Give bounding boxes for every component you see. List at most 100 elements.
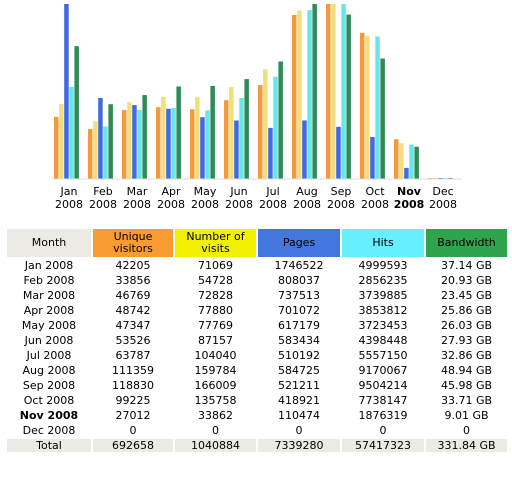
bar-bandwidth-nov <box>414 146 419 179</box>
bar-bandwidth-jul <box>278 61 283 179</box>
header-hits: Hits <box>342 229 424 257</box>
bar-hits-may <box>205 110 210 179</box>
cell-pages: 808037 <box>278 274 320 287</box>
cell-month: Jan 2008 <box>24 259 74 272</box>
bar-pages-apr <box>166 108 171 179</box>
x-tick-year-mar: 2008 <box>123 198 151 211</box>
cell-month: Dec 2008 <box>22 424 76 437</box>
cell-bandwidth: 45.98 GB <box>440 379 493 392</box>
cell-month: Nov 2008 <box>19 409 79 422</box>
x-tick-year-sep: 2008 <box>327 198 355 211</box>
cell-hits: 0 <box>379 424 387 437</box>
table-row: Mar 2008 46769 72828 737513 3739885 23.45 GB <box>7 289 507 302</box>
cell-pages: 521211 <box>278 379 320 392</box>
cell-month: Apr 2008 <box>23 304 75 317</box>
bar-bandwidth-jun <box>244 79 249 179</box>
cell-bandwidth: 20.93 GB <box>440 274 493 287</box>
header-unique-visitors: Unique visitors <box>93 229 173 257</box>
bar-pages-jul <box>268 127 273 179</box>
cell-pages: 617179 <box>278 319 320 332</box>
cell-unique: 27012 <box>115 409 151 422</box>
x-tick-month-nov: Nov <box>397 185 422 198</box>
table-row: Dec 2008 0 0 0 0 0 <box>7 424 507 437</box>
cell-visits: 159784 <box>194 364 237 377</box>
x-tick-month-may: May <box>194 185 217 198</box>
cell-month: Jun 2008 <box>24 334 74 347</box>
table-row: Sep 2008 118830 166009 521211 9504214 45.98 G… <box>7 379 507 392</box>
bar-pages-oct <box>370 137 375 179</box>
table-row: Feb 2008 33856 54728 808037 2856235 20.93 GB <box>7 274 507 287</box>
header-bandwidth: Bandwidth <box>426 229 507 257</box>
bar-unique-visitors-jun <box>224 100 229 179</box>
header-number-of-visits: Number of visits <box>175 229 256 257</box>
bar-bandwidth-aug <box>312 4 317 179</box>
cell-bandwidth: 32.86 GB <box>440 349 493 362</box>
cell-visits: 54728 <box>198 274 233 287</box>
bar-unique-visitors-jan <box>54 116 59 179</box>
cell-pages: 510192 <box>278 349 320 362</box>
header-pages: Pages <box>258 229 340 257</box>
cell-hits: 4999593 <box>358 259 408 272</box>
cell-bandwidth: 0 <box>463 424 470 437</box>
bar-bandwidth-feb <box>108 104 113 179</box>
cell-pages: 583434 <box>278 334 320 347</box>
cell-hits: 57417323 <box>342 439 424 452</box>
bar-hits-jul <box>273 76 278 179</box>
cell-bandwidth: 37.14 GB <box>440 259 493 272</box>
x-tick-month-jun: Jun <box>229 185 247 198</box>
cell-visits: 77880 <box>198 304 233 317</box>
bar-unique-visitors-oct <box>360 32 365 180</box>
table-row: Aug 2008 111359 159784 584725 9170067 48.94 G… <box>7 364 507 377</box>
cell-pages: 737513 <box>278 289 320 302</box>
bar-unique-visitors-mar <box>122 110 127 179</box>
x-tick-month-jul: Jul <box>265 185 279 198</box>
cell-visits: 87157 <box>198 334 233 347</box>
bar-bandwidth-jan <box>74 46 79 180</box>
cell-visits: 1040884 <box>175 439 256 452</box>
cell-visits: 33862 <box>198 409 233 422</box>
x-tick-month-mar: Mar <box>127 185 148 198</box>
bar-pages-jun <box>234 120 239 179</box>
x-tick-month-aug: Aug <box>296 185 317 198</box>
cell-visits: 77769 <box>198 319 233 332</box>
cell-bandwidth: 331.84 GB <box>426 439 507 452</box>
table-row: Jul 2008 63787 104040 510192 5557150 32.86 GB <box>7 349 507 362</box>
cell-unique: 47347 <box>115 319 151 332</box>
bar-visits-feb <box>93 121 98 179</box>
cell-bandwidth: 26.03 GB <box>440 319 493 332</box>
table-body: Jan 2008 42205 71069 1746522 4999593 37.14 GB… <box>7 259 507 452</box>
bar-hits-mar <box>137 110 142 179</box>
x-tick-year-oct: 2008 <box>361 198 389 211</box>
table-row: Nov 2008 27012 33862 110474 1876319 9.01 GB <box>7 409 507 422</box>
cell-bandwidth: 23.45 GB <box>440 289 493 302</box>
bar-bandwidth-oct <box>380 58 385 179</box>
bar-bandwidth-apr <box>176 86 181 179</box>
bar-unique-visitors-aug <box>292 15 297 179</box>
chart-x-labels: Jan2008Feb2008Mar2008Apr2008May2008Jun20… <box>55 185 457 211</box>
cell-bandwidth: 27.93 GB <box>440 334 493 347</box>
bar-unique-visitors-jul <box>258 85 263 179</box>
bar-hits-sep <box>341 4 346 179</box>
bar-visits-jan <box>59 104 64 179</box>
x-tick-year-dec: 2008 <box>429 198 457 211</box>
cell-hits: 3723453 <box>358 319 408 332</box>
cell-visits: 72828 <box>198 289 233 302</box>
chart-bars <box>54 4 453 180</box>
cell-bandwidth: 48.94 GB <box>440 364 493 377</box>
table-row: Jan 2008 42205 71069 1746522 4999593 37.14 GB <box>7 259 507 272</box>
bar-hits-aug <box>307 10 312 180</box>
bar-pages-sep <box>336 126 341 179</box>
cell-visits: 71069 <box>198 259 233 272</box>
cell-month: Oct 2008 <box>23 394 75 407</box>
cell-pages: 701072 <box>278 304 320 317</box>
bar-pages-mar <box>132 105 137 179</box>
bar-visits-mar <box>127 102 132 179</box>
cell-hits: 9170067 <box>358 364 408 377</box>
bar-visits-nov <box>399 143 404 179</box>
cell-pages: 7339280 <box>258 439 340 452</box>
bar-visits-may <box>195 97 200 179</box>
bar-visits-jun <box>229 87 234 179</box>
x-tick-year-feb: 2008 <box>89 198 117 211</box>
bar-pages-feb <box>98 98 103 179</box>
cell-month: May 2008 <box>21 319 77 332</box>
